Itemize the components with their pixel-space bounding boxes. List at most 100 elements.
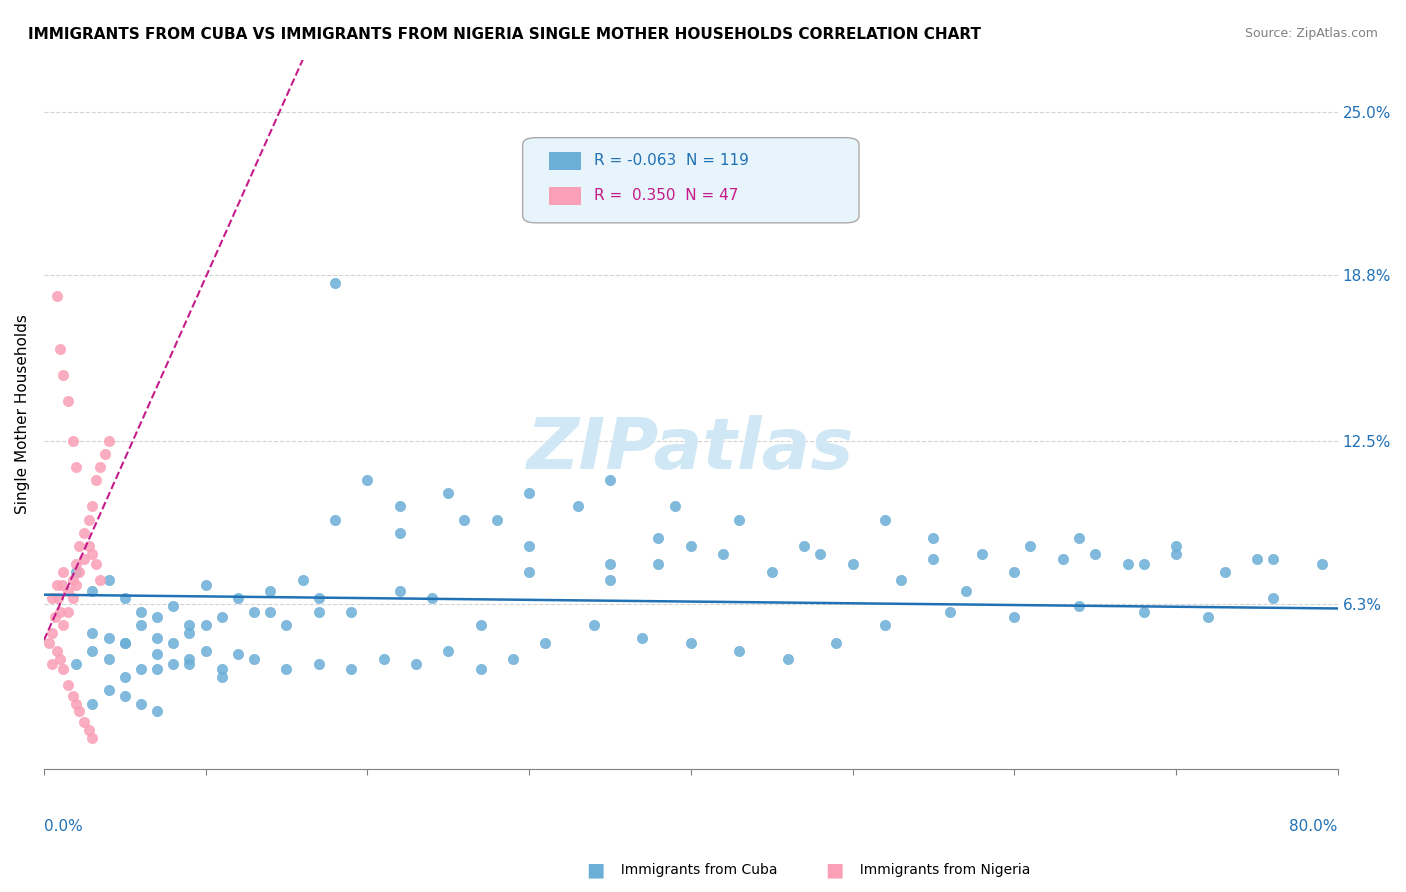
- Point: [41, 591, 63, 606]
- Text: Source: ZipAtlas.com: Source: ZipAtlas.com: [1244, 27, 1378, 40]
- Point: [45, 289, 67, 303]
- Point: [89, 573, 111, 587]
- Point: [1261, 591, 1284, 606]
- Point: [955, 583, 977, 598]
- Point: [62, 689, 84, 703]
- Point: [146, 647, 169, 661]
- Point: [534, 636, 557, 650]
- Point: [69, 539, 91, 553]
- Point: [48, 591, 70, 606]
- Point: [82, 625, 104, 640]
- Point: [793, 539, 815, 553]
- Point: [45, 644, 67, 658]
- Point: [129, 697, 152, 711]
- Point: [890, 573, 912, 587]
- Point: [146, 662, 169, 676]
- Point: [517, 565, 540, 579]
- Point: [841, 558, 863, 572]
- Point: [470, 662, 492, 676]
- Point: [49, 605, 72, 619]
- Point: [970, 547, 993, 561]
- Point: [276, 617, 298, 632]
- Point: [243, 652, 266, 666]
- Point: [1067, 531, 1090, 545]
- Point: [873, 513, 896, 527]
- Point: [77, 539, 100, 553]
- Point: [65, 558, 87, 572]
- Point: [1310, 558, 1333, 572]
- Point: [340, 662, 363, 676]
- Point: [65, 565, 87, 579]
- Point: [97, 573, 120, 587]
- Point: [146, 631, 169, 645]
- Text: R =  0.350  N = 47: R = 0.350 N = 47: [593, 188, 738, 203]
- Point: [84, 558, 107, 572]
- Point: [211, 610, 233, 624]
- Point: [179, 657, 201, 672]
- Point: [77, 513, 100, 527]
- Point: [97, 683, 120, 698]
- Point: [308, 605, 330, 619]
- Point: [1116, 558, 1139, 572]
- Point: [179, 652, 201, 666]
- Point: [728, 644, 751, 658]
- Point: [38, 636, 60, 650]
- Point: [664, 500, 686, 514]
- Point: [52, 565, 75, 579]
- Text: ■: ■: [586, 860, 605, 880]
- Point: [599, 558, 621, 572]
- FancyBboxPatch shape: [523, 137, 859, 223]
- Point: [873, 617, 896, 632]
- Point: [517, 486, 540, 500]
- Point: [162, 636, 184, 650]
- Point: [82, 731, 104, 745]
- Text: ■: ■: [825, 860, 844, 880]
- Point: [437, 486, 460, 500]
- Point: [94, 447, 117, 461]
- Point: [52, 368, 75, 382]
- FancyBboxPatch shape: [548, 152, 581, 169]
- Point: [567, 500, 589, 514]
- Point: [1164, 547, 1187, 561]
- Point: [62, 591, 84, 606]
- Point: [502, 652, 524, 666]
- Point: [259, 583, 281, 598]
- Text: ZIPatlas: ZIPatlas: [527, 416, 855, 484]
- Point: [114, 636, 136, 650]
- Point: [146, 610, 169, 624]
- Point: [1132, 605, 1154, 619]
- Point: [129, 662, 152, 676]
- Point: [1052, 552, 1074, 566]
- Point: [1002, 610, 1025, 624]
- Point: [56, 678, 79, 692]
- FancyBboxPatch shape: [548, 187, 581, 205]
- Point: [114, 636, 136, 650]
- Point: [52, 617, 75, 632]
- Point: [162, 657, 184, 672]
- Point: [517, 539, 540, 553]
- Point: [56, 394, 79, 409]
- Point: [1197, 610, 1219, 624]
- Point: [1164, 539, 1187, 553]
- Point: [65, 460, 87, 475]
- Point: [276, 662, 298, 676]
- Point: [647, 558, 669, 572]
- Point: [82, 697, 104, 711]
- Point: [82, 500, 104, 514]
- Point: [65, 657, 87, 672]
- Point: [114, 591, 136, 606]
- Point: [308, 591, 330, 606]
- Point: [179, 617, 201, 632]
- Point: [485, 513, 508, 527]
- Point: [761, 565, 783, 579]
- Text: Immigrants from Nigeria: Immigrants from Nigeria: [851, 863, 1031, 877]
- Point: [340, 605, 363, 619]
- Point: [77, 723, 100, 737]
- Point: [1019, 539, 1042, 553]
- Point: [323, 513, 346, 527]
- Point: [179, 625, 201, 640]
- Point: [65, 578, 87, 592]
- Point: [49, 652, 72, 666]
- Point: [84, 473, 107, 487]
- Point: [356, 473, 378, 487]
